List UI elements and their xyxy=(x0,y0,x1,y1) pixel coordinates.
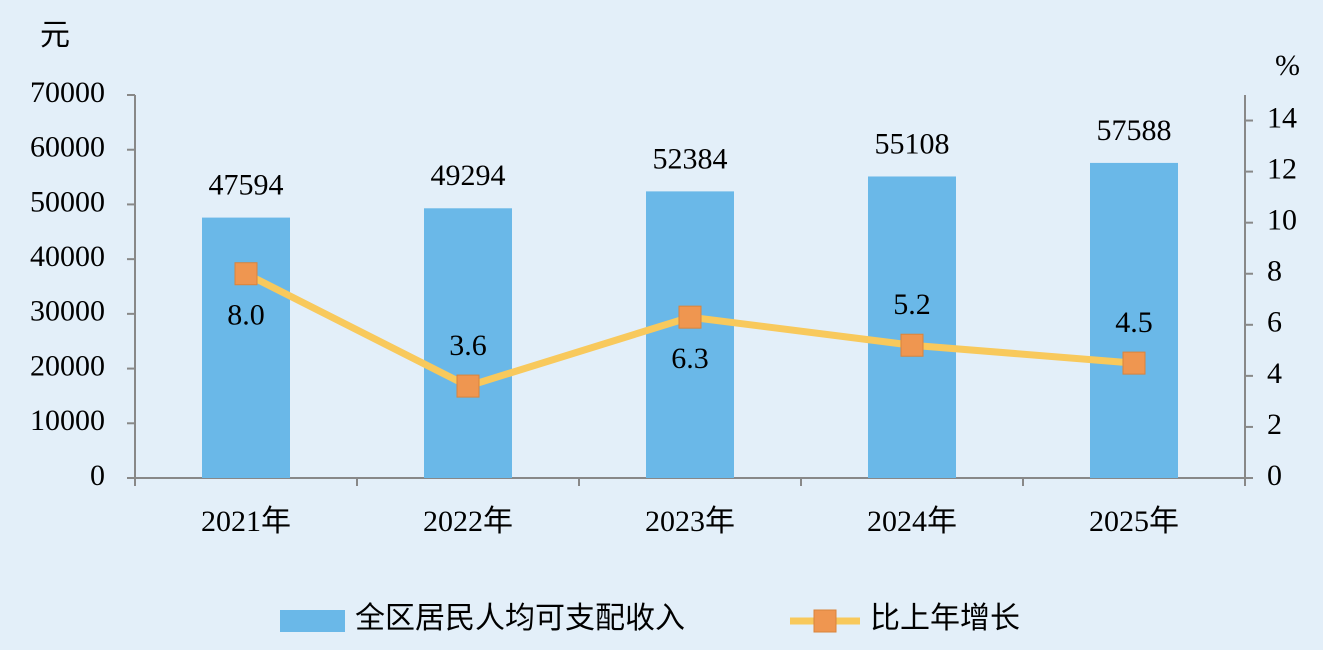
line-marker xyxy=(900,333,924,357)
bar-value-label: 49294 xyxy=(431,159,506,192)
y2-tick-label: 10 xyxy=(1267,204,1297,237)
y-tick-label: 50000 xyxy=(30,185,105,218)
y-tick-label: 30000 xyxy=(30,295,105,328)
y-tick-label: 60000 xyxy=(30,131,105,164)
x-tick-label: 2022年 xyxy=(423,505,513,538)
bar xyxy=(202,217,290,478)
line-marker xyxy=(678,305,702,329)
y2-tick-label: 0 xyxy=(1267,459,1282,492)
bar xyxy=(1090,162,1178,478)
line-value-label: 4.5 xyxy=(1115,306,1153,339)
bar xyxy=(424,208,512,479)
line-value-label: 6.3 xyxy=(671,342,709,375)
legend-label: 比上年增长 xyxy=(870,602,1020,635)
y-tick-label: 40000 xyxy=(30,240,105,273)
y-tick-label: 20000 xyxy=(30,349,105,382)
line-marker xyxy=(1122,351,1146,375)
y2-tick-label: 8 xyxy=(1267,255,1282,288)
line-value-label: 5.2 xyxy=(893,288,931,321)
bar-value-label: 55108 xyxy=(875,127,950,160)
y2-tick-label: 2 xyxy=(1267,408,1282,441)
legend-marker xyxy=(813,609,837,633)
bar-value-label: 52384 xyxy=(653,142,728,175)
y-tick-label: 0 xyxy=(90,459,105,492)
bar xyxy=(646,191,734,478)
bar-value-label: 57588 xyxy=(1097,114,1172,147)
legend-label: 全区居民人均可支配收入 xyxy=(355,602,685,635)
y2-tick-label: 12 xyxy=(1267,152,1297,185)
x-tick-label: 2024年 xyxy=(867,505,957,538)
x-tick-label: 2021年 xyxy=(201,505,291,538)
y2-tick-label: 4 xyxy=(1267,357,1282,390)
y2-tick-label: 14 xyxy=(1267,101,1297,134)
line-value-label: 3.6 xyxy=(449,329,487,362)
line-marker xyxy=(456,374,480,398)
y2-unit: % xyxy=(1275,49,1300,82)
bar-value-label: 47594 xyxy=(209,168,284,201)
y-unit: 元 xyxy=(40,19,70,52)
legend-swatch xyxy=(280,610,345,632)
bar xyxy=(868,176,956,478)
y-tick-label: 70000 xyxy=(30,76,105,109)
line-value-label: 8.0 xyxy=(227,299,265,332)
x-tick-label: 2025年 xyxy=(1089,505,1179,538)
x-tick-label: 2023年 xyxy=(645,505,735,538)
y-tick-label: 10000 xyxy=(30,404,105,437)
line-marker xyxy=(234,262,258,286)
y2-tick-label: 6 xyxy=(1267,306,1282,339)
